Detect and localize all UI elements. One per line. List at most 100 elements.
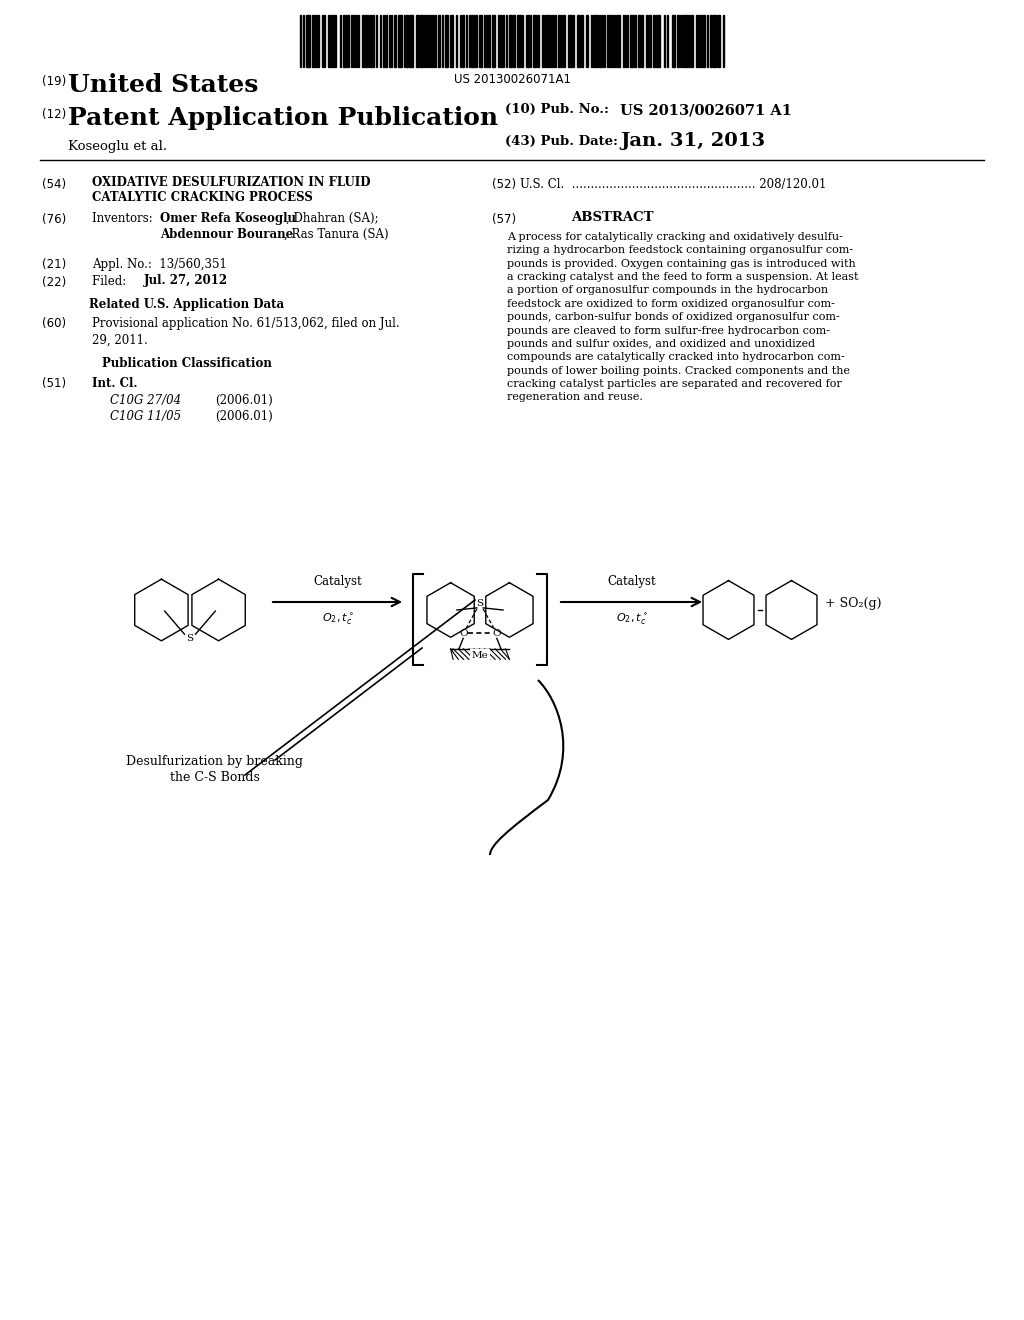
Bar (595, 15, 598, 67)
Bar (394, 15, 396, 67)
Text: (51): (51) (42, 378, 67, 389)
Text: (54): (54) (42, 178, 67, 191)
Bar (717, 15, 720, 67)
Bar (317, 15, 319, 67)
Bar (607, 15, 609, 67)
Bar (599, 15, 601, 67)
Text: Desulfurization by breaking: Desulfurization by breaking (127, 755, 303, 768)
Bar (500, 15, 502, 67)
Text: (22): (22) (42, 276, 67, 289)
Text: the C-S Bonds: the C-S Bonds (170, 771, 260, 784)
Bar (362, 15, 364, 67)
Text: United States: United States (68, 73, 258, 96)
Bar (537, 15, 539, 67)
Bar (653, 15, 655, 67)
Bar (445, 15, 449, 67)
Text: (2006.01): (2006.01) (215, 393, 272, 407)
Bar (656, 15, 660, 67)
Bar (526, 15, 529, 67)
Bar (641, 15, 643, 67)
Text: CATALYTIC CRACKING PROCESS: CATALYTIC CRACKING PROCESS (92, 191, 313, 205)
Bar (586, 15, 588, 67)
Bar (365, 15, 367, 67)
Bar (517, 15, 521, 67)
Bar (638, 15, 640, 67)
Bar (542, 15, 544, 67)
Bar (617, 15, 620, 67)
Bar (416, 15, 419, 67)
Bar (696, 15, 698, 67)
Bar (409, 15, 413, 67)
Text: US 2013/0026071 A1: US 2013/0026071 A1 (620, 103, 792, 117)
Text: Me: Me (472, 651, 488, 660)
Bar (713, 15, 716, 67)
Bar (581, 15, 583, 67)
Bar (334, 15, 336, 67)
Text: Appl. No.:  13/560,351: Appl. No.: 13/560,351 (92, 257, 227, 271)
Bar (710, 15, 712, 67)
Bar (488, 15, 490, 67)
Text: Jan. 31, 2013: Jan. 31, 2013 (620, 132, 765, 150)
Text: S: S (186, 634, 194, 643)
Text: C10G 11/05: C10G 11/05 (110, 411, 181, 422)
Text: Catalyst: Catalyst (313, 576, 361, 587)
Text: C10G 27/04: C10G 27/04 (110, 393, 181, 407)
Text: ABSTRACT: ABSTRACT (570, 211, 653, 224)
Bar (471, 15, 474, 67)
Bar (630, 15, 633, 67)
Bar (475, 15, 477, 67)
Bar (406, 15, 408, 67)
Bar (568, 15, 572, 67)
Bar (509, 15, 512, 67)
Text: (52): (52) (492, 178, 516, 191)
Text: Publication Classification: Publication Classification (102, 356, 272, 370)
Bar (479, 15, 482, 67)
Bar (558, 15, 560, 67)
Text: O: O (493, 628, 501, 638)
Text: Koseoglu et al.: Koseoglu et al. (68, 140, 167, 153)
Bar (330, 15, 333, 67)
Text: Patent Application Publication: Patent Application Publication (68, 106, 498, 129)
Bar (563, 15, 565, 67)
Text: O: O (459, 628, 468, 638)
Bar (347, 15, 349, 67)
Bar (385, 15, 387, 67)
Bar (492, 15, 495, 67)
Text: (2006.01): (2006.01) (215, 411, 272, 422)
Text: Inventors:: Inventors: (92, 213, 157, 224)
Text: + SO₂(g): + SO₂(g) (825, 598, 882, 610)
Text: (60): (60) (42, 317, 67, 330)
Bar (450, 15, 453, 67)
Bar (685, 15, 688, 67)
Bar (438, 15, 440, 67)
Bar (649, 15, 651, 67)
Text: A process for catalytically cracking and oxidatively desulfu-
rizing a hydrocarb: A process for catalytically cracking and… (507, 232, 858, 403)
Text: OXIDATIVE DESULFURIZATION IN FLUID: OXIDATIVE DESULFURIZATION IN FLUID (92, 176, 371, 189)
Text: (43) Pub. Date:: (43) Pub. Date: (505, 135, 618, 148)
Bar (577, 15, 580, 67)
Text: U.S. Cl.  ................................................. 208/120.01: U.S. Cl. ...............................… (520, 178, 826, 191)
Text: (57): (57) (492, 213, 516, 226)
Bar (351, 15, 353, 67)
Bar (634, 15, 636, 67)
Text: (21): (21) (42, 257, 67, 271)
Text: Related U.S. Application Data: Related U.S. Application Data (89, 298, 285, 312)
Bar (420, 15, 423, 67)
Bar (534, 15, 536, 67)
Bar (646, 15, 648, 67)
Text: , Dhahran (SA);: , Dhahran (SA); (286, 213, 379, 224)
Bar (306, 15, 310, 67)
Text: $O_2, t^\circ_c$: $O_2, t^\circ_c$ (615, 612, 647, 627)
Text: Int. Cl.: Int. Cl. (92, 378, 137, 389)
Text: (19): (19) (42, 75, 67, 88)
Bar (682, 15, 684, 67)
Text: , Ras Tanura (SA): , Ras Tanura (SA) (284, 228, 389, 242)
Bar (343, 15, 346, 67)
Bar (426, 15, 428, 67)
Text: (10) Pub. No.:: (10) Pub. No.: (505, 103, 609, 116)
Text: $O_2, t^\circ_c$: $O_2, t^\circ_c$ (322, 612, 353, 627)
Bar (398, 15, 402, 67)
Text: Jul. 27, 2012: Jul. 27, 2012 (144, 275, 228, 286)
Text: (12): (12) (42, 108, 67, 121)
Bar (312, 15, 314, 67)
